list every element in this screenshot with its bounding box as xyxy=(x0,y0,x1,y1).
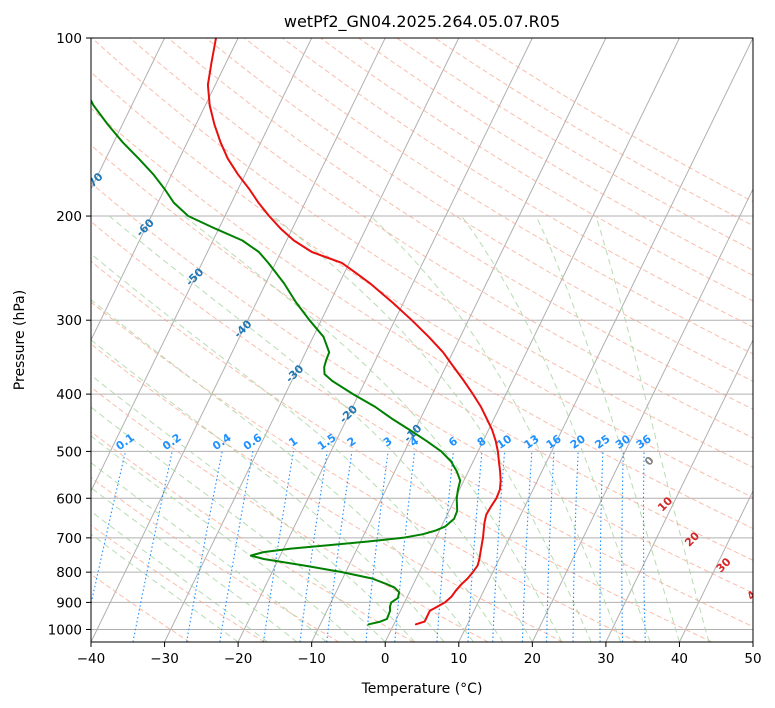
moist-adiabat xyxy=(183,215,563,642)
x-tick-label: 30 xyxy=(597,651,614,667)
dry-adiabat xyxy=(91,182,753,594)
plot-frame xyxy=(90,37,754,643)
moist-adiabat xyxy=(91,435,357,642)
isotherm-gridline xyxy=(237,38,533,642)
profile-lines xyxy=(91,38,502,626)
isotherm-label: -80 xyxy=(30,126,53,149)
y-tick-label: 800 xyxy=(56,565,82,581)
x-tick-label: −30 xyxy=(150,651,179,667)
temperature-profile xyxy=(206,38,502,626)
y-axis: 1000 900 800 700 600 500 400 300 200 100 xyxy=(48,31,91,638)
x-tick-label: −10 xyxy=(297,651,326,667)
x-tick-label: 0 xyxy=(381,651,390,667)
y-tick-label: 400 xyxy=(56,387,82,403)
dry-adiabat xyxy=(91,144,753,561)
dry-adiabat xyxy=(91,573,190,642)
dry-adiabat xyxy=(91,431,414,642)
moist-adiabat xyxy=(272,215,592,642)
moist-adiabat xyxy=(91,406,386,642)
dry-adiabat xyxy=(243,38,753,355)
isotherm-gridline xyxy=(91,38,313,493)
mixing-ratio-line xyxy=(326,451,353,642)
mixing-ratio-line xyxy=(394,451,416,642)
moist-adiabat-label: 40 xyxy=(744,582,764,602)
dry-adiabat xyxy=(91,260,713,642)
moist-adiabat xyxy=(461,215,651,642)
dry-adiabat xyxy=(320,38,753,302)
isotherm-gridline xyxy=(678,489,753,642)
dry-adiabat xyxy=(282,38,753,328)
y-tick-label: 300 xyxy=(56,313,82,329)
x-tick-label: −20 xyxy=(224,651,253,667)
y-tick-label: 100 xyxy=(56,31,82,47)
dewpoint-profile xyxy=(91,98,462,626)
mixing-ratio-line xyxy=(262,451,295,642)
dry-adiabat xyxy=(129,38,753,439)
y-tick-label: 200 xyxy=(56,209,82,225)
x-axis-label: Temperature (°C) xyxy=(361,681,483,697)
dry-adiabat xyxy=(91,477,340,642)
x-tick-label: 20 xyxy=(524,651,541,667)
dry-adiabat xyxy=(91,38,753,468)
mixing-ratio-line xyxy=(299,451,328,642)
x-axis: −40 −30 −20 −10 0 10 20 30 40 50 xyxy=(77,642,762,667)
y-axis-label: Pressure (hPa) xyxy=(12,290,28,390)
dry-adiabat xyxy=(91,343,563,642)
isotherm-gridline xyxy=(91,38,386,642)
x-tick-label: −40 xyxy=(77,651,106,667)
y-tick-label: 500 xyxy=(56,444,82,460)
moist-adiabat xyxy=(91,533,239,642)
moist-adiabat xyxy=(535,215,680,642)
moist-adiabat xyxy=(108,215,533,642)
dry-adiabat xyxy=(91,220,753,628)
moist-adiabat xyxy=(91,374,415,642)
dry-adiabat xyxy=(91,301,638,642)
plot-area xyxy=(91,38,753,642)
isotherm-gridline xyxy=(91,38,166,191)
mixing-ratio-line xyxy=(365,451,389,642)
isotherm-gridline xyxy=(531,187,753,642)
moist-adiabat xyxy=(91,253,504,642)
moist-adiabat xyxy=(370,215,622,642)
x-tick-label: 40 xyxy=(671,651,688,667)
isotherm-gridline xyxy=(164,38,460,642)
x-tick-label: 10 xyxy=(450,651,467,667)
y-tick-label: 900 xyxy=(56,595,82,611)
moist-adiabat xyxy=(91,339,445,642)
y-tick-label: 600 xyxy=(56,491,82,507)
y-tick-label: 700 xyxy=(56,531,82,547)
x-tick-label: 50 xyxy=(744,651,761,667)
isotherm-gridline xyxy=(752,640,753,642)
chart-title: wetPf2_GN04.2025.264.05.07.R05 xyxy=(284,12,560,32)
isotherm-gridline xyxy=(458,38,753,642)
moist-adiabat xyxy=(91,510,268,642)
dry-adiabat xyxy=(91,71,753,499)
isotherm-gridline xyxy=(384,38,680,642)
isotherm-gridline xyxy=(605,338,753,642)
moist-adiabat xyxy=(91,487,298,642)
y-tick-label: 1000 xyxy=(48,622,82,638)
